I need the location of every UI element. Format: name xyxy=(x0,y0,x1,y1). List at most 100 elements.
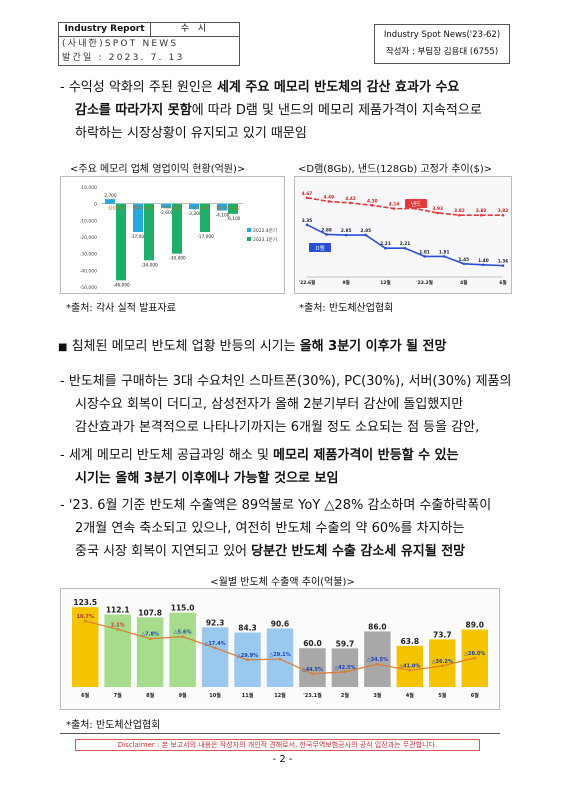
dram-point xyxy=(344,233,348,237)
dram-value-label: 1.81 xyxy=(419,249,430,255)
export-bar xyxy=(396,645,424,687)
nand-value-label: 3.82 xyxy=(498,208,509,214)
dram-point xyxy=(325,233,328,236)
legend-label: 2023.1분기 xyxy=(253,236,277,243)
bar-q4-2022 xyxy=(161,203,171,208)
paragraph-2: - 반도체를 구매하는 3대 수요처인 스마트폰(30%), PC(30%), … xyxy=(60,374,512,435)
nand-price-line xyxy=(306,196,503,216)
category-label: 삼성전자 xyxy=(108,205,124,212)
month-label: 10월 xyxy=(209,692,221,699)
bar-q1-2023 xyxy=(116,203,126,281)
month-label: 12월 xyxy=(274,692,286,699)
dram-value-label: 2.88 xyxy=(321,227,332,233)
y-tick-label: -30,000 xyxy=(80,252,98,258)
category-label: 웨스턴디지털 xyxy=(216,205,240,212)
bar-q4-2022 xyxy=(189,203,199,210)
dram-value-label: 1.81 xyxy=(439,249,450,255)
nand-value-label: 4.14 xyxy=(389,202,400,208)
report-label: Industry Report xyxy=(59,23,151,36)
bar-q1-2023 xyxy=(144,203,154,261)
nand-point xyxy=(436,211,439,215)
month-label: 6월 xyxy=(81,692,89,699)
bar-value-label: -46,000 xyxy=(113,282,130,288)
nand-point xyxy=(479,213,483,217)
bar-q1-2023 xyxy=(172,203,182,254)
y-tick-label: -20,000 xyxy=(80,235,98,241)
dram-point xyxy=(423,255,426,258)
paragraph-1: - 수익성 악화의 주된 원인은 세계 주요 메모리 반도체의 감산 효과가 수… xyxy=(60,80,482,141)
yoy-value-label: △36.2% xyxy=(432,659,453,665)
heading-marker: ■ xyxy=(58,342,68,353)
dram-point xyxy=(462,262,466,266)
report-header-box: Industry Report 수 시 (사내한)SPOT NEWS 발간일 :… xyxy=(58,22,240,66)
yoy-point xyxy=(441,664,444,668)
nand-point xyxy=(392,207,396,210)
export-value-label: 63.8 xyxy=(401,637,420,646)
nand-value-label: 4.30 xyxy=(367,198,378,204)
dram-value-label: 1.40 xyxy=(478,258,489,264)
export-value-label: 92.3 xyxy=(206,618,225,627)
export-value-label: 112.1 xyxy=(106,606,130,615)
yoy-point xyxy=(181,635,184,638)
dram-point xyxy=(442,255,446,258)
yoy-value-label: △42.5% xyxy=(334,665,355,671)
dram-point xyxy=(403,246,407,250)
export-value-label: 123.5 xyxy=(73,598,97,607)
chart3-box: 123.5 6월 112.1 7월 107.8 8월 115.0 9월 92.3 10월 84.3 1… xyxy=(60,588,500,710)
dram-value-label: 1.45 xyxy=(458,257,469,263)
x-tick-label: 12월 xyxy=(380,279,390,286)
bar-value-label: -6,100 xyxy=(227,216,241,222)
nand-value-label: 3.82 xyxy=(454,208,465,214)
bar-value-label: -17,000 xyxy=(197,234,214,240)
export-value-label: 107.8 xyxy=(138,608,162,617)
export-bar xyxy=(364,631,391,687)
yoy-value-label: △7.8% xyxy=(141,632,159,638)
y-tick-label: 0 xyxy=(94,202,97,208)
nand-value-label: 3.82 xyxy=(476,208,487,214)
nand-value-label: 4.42 xyxy=(345,196,356,202)
dram-value-label: 2.85 xyxy=(360,228,371,234)
bar-q4-2022 xyxy=(133,203,143,232)
yoy-point xyxy=(473,656,477,660)
export-bar xyxy=(266,628,294,687)
yoy-value-label: △29.9% xyxy=(237,653,258,659)
chart3-title: <월별 반도체 수출액 추이(억불)> xyxy=(210,577,355,588)
y-tick-label: -10,000 xyxy=(80,218,98,224)
bar-value-label: -34,000 xyxy=(141,262,158,268)
yoy-point xyxy=(116,628,119,631)
dram-series-badge xyxy=(309,243,331,252)
category-label: 키옥시아 xyxy=(192,205,208,212)
export-value-label: 59.7 xyxy=(336,639,355,648)
yoy-point xyxy=(408,669,412,672)
yoy-point xyxy=(83,619,87,623)
x-tick-label: 6월 xyxy=(499,279,506,286)
bar-value-label: -3,300 xyxy=(188,211,202,217)
bar-value-label: -2,600 xyxy=(160,210,174,216)
nand-point xyxy=(349,201,352,205)
export-value-label: 60.0 xyxy=(303,639,322,648)
chart1-title: <주요 메모리 업체 영업이익 현황(억원)> xyxy=(70,164,246,175)
yoy-point xyxy=(246,658,249,662)
month-label: 7월 xyxy=(114,692,122,699)
export-value-label: 86.0 xyxy=(368,622,387,631)
disclaimer: Disclaimer : 본 보고서의 내용은 작성자의 개인적 견해로서, 한… xyxy=(75,739,480,751)
yoy-point xyxy=(278,657,282,661)
x-tick-label: 4월 xyxy=(460,279,467,286)
bar-q4-2022 xyxy=(105,199,115,204)
nand-point xyxy=(501,213,505,217)
yoy-value-label: △17.4% xyxy=(204,641,225,647)
dram-series-label: D램 xyxy=(315,245,324,252)
yoy-value-label: △44.5% xyxy=(302,667,323,673)
month-label: 8월 xyxy=(146,692,154,699)
month-label: '23.1월 xyxy=(303,692,322,699)
export-bar xyxy=(299,648,326,687)
source-3: *출처: 반도체산업협회 xyxy=(66,720,161,731)
yoy-point xyxy=(343,670,347,674)
y-tick-label: 10,000 xyxy=(81,185,97,191)
x-tick-label: '22.6월 xyxy=(299,279,316,286)
bar-value-label: -4,100 xyxy=(216,213,230,219)
chart2-title: <D램(8Gb), 낸드(128Gb) 고정가 추이($)> xyxy=(298,164,493,175)
bar-q1-2023 xyxy=(200,203,210,232)
category-label: 마이크론 xyxy=(164,205,180,212)
month-label: 11월 xyxy=(242,692,254,699)
